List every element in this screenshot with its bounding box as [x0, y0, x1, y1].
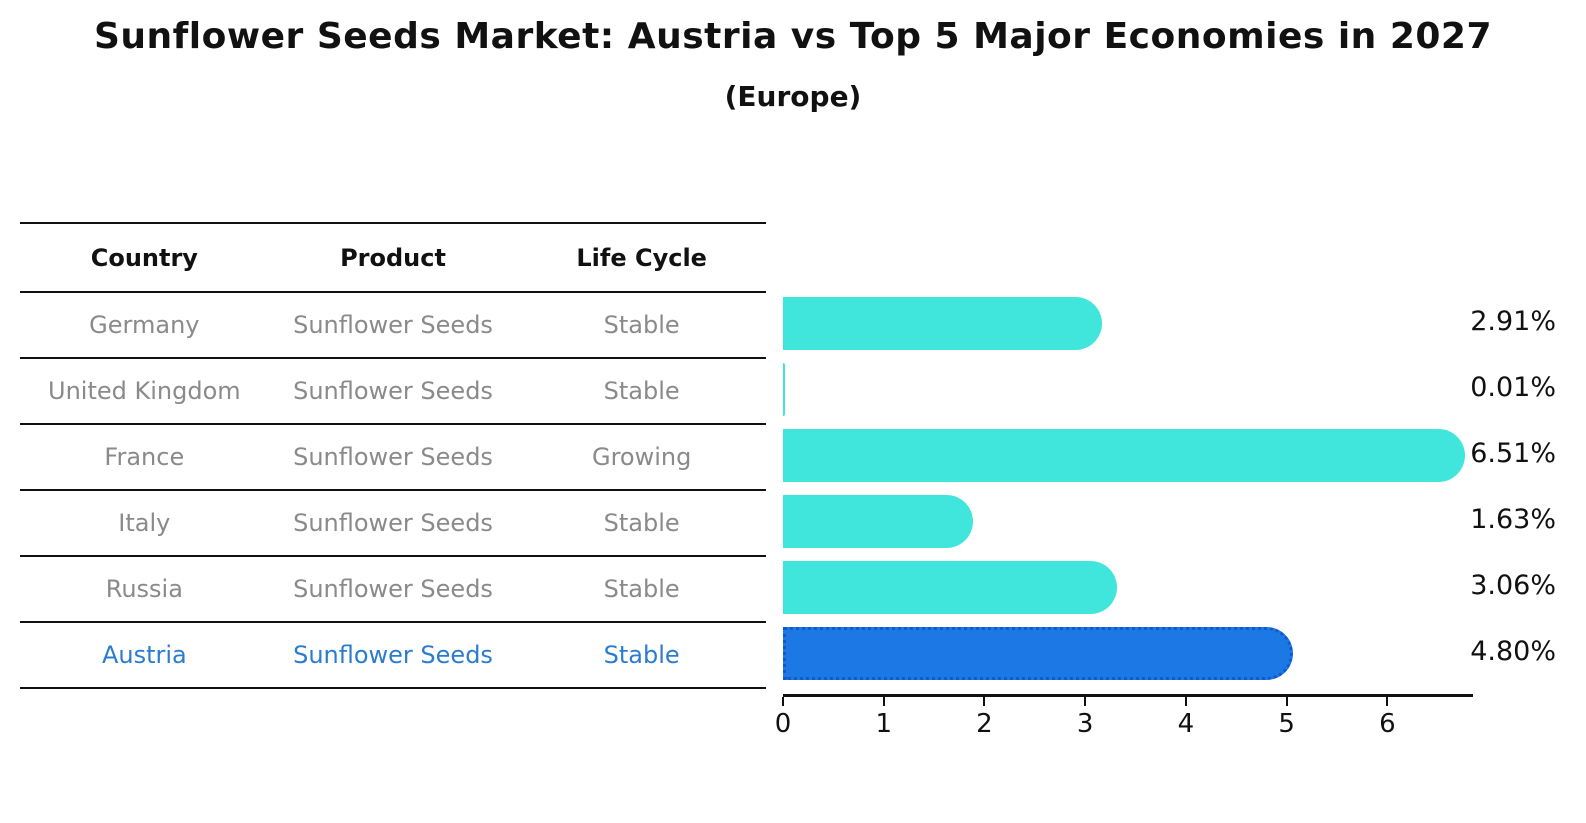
x-tick	[1084, 697, 1087, 706]
x-tick	[882, 697, 885, 706]
bar-united-kingdom	[783, 362, 785, 416]
cell-country: United Kingdom	[48, 377, 241, 405]
table-row: Germany Sunflower Seeds Stable	[20, 293, 766, 359]
cell-life-cycle: Stable	[603, 641, 680, 669]
table-row: Austria Sunflower Seeds Stable	[20, 623, 766, 689]
bar-value-label: 2.91%	[1470, 306, 1556, 337]
x-tick	[1184, 697, 1187, 706]
cell-country: Austria	[101, 641, 187, 669]
cell-product: Sunflower Seeds	[293, 575, 493, 603]
bar-value-label: 1.63%	[1470, 504, 1556, 535]
bar-italy	[783, 494, 974, 548]
table-row: Italy Sunflower Seeds Stable	[20, 491, 766, 557]
bar-chart: 0 1 2 3 4 5 6	[775, 289, 1543, 749]
cell-country: Italy	[118, 509, 171, 537]
table-header-row: Country Product Life Cycle	[20, 224, 766, 293]
cell-country: Germany	[89, 311, 200, 339]
cell-life-cycle: Stable	[603, 311, 680, 339]
x-tick	[1285, 697, 1288, 706]
table-body: Germany Sunflower Seeds Stable United Ki…	[20, 293, 766, 689]
cell-product: Sunflower Seeds	[293, 377, 493, 405]
bar-france	[783, 428, 1465, 482]
column-header-product: Product	[340, 243, 446, 272]
x-tick-label: 6	[1379, 709, 1396, 739]
x-tick-label: 1	[875, 709, 892, 739]
cell-life-cycle: Stable	[603, 509, 680, 537]
cell-life-cycle: Stable	[603, 575, 680, 603]
x-tick	[1386, 697, 1389, 706]
x-tick	[983, 697, 986, 706]
country-table: Country Product Life Cycle Germany Sunfl…	[20, 222, 766, 689]
x-tick-label: 2	[976, 709, 993, 739]
bar-value-label: 4.80%	[1470, 636, 1556, 667]
cell-product: Sunflower Seeds	[293, 443, 493, 471]
bar-germany	[783, 296, 1103, 350]
x-axis-line	[783, 694, 1473, 697]
chart-subtitle: (Europe)	[724, 80, 862, 113]
x-tick	[782, 697, 784, 706]
table-row: United Kingdom Sunflower Seeds Stable	[20, 359, 766, 425]
table-row: Russia Sunflower Seeds Stable	[20, 557, 766, 623]
x-tick-label: 0	[774, 709, 792, 739]
bar-value-label: 0.01%	[1470, 372, 1556, 403]
chart-title: Sunflower Seeds Market: Austria vs Top 5…	[93, 16, 1493, 57]
cell-product: Sunflower Seeds	[293, 509, 493, 537]
cell-product: Sunflower Seeds	[293, 641, 493, 669]
bar-value-label: 6.51%	[1470, 438, 1556, 469]
column-header-lifecycle: Life Cycle	[576, 243, 707, 272]
bar-value-label: 3.06%	[1470, 570, 1556, 601]
x-tick-label: 5	[1278, 709, 1295, 739]
column-header-country: Country	[90, 243, 198, 272]
cell-life-cycle: Stable	[603, 377, 680, 405]
bar-russia	[783, 560, 1118, 614]
bar-austria	[783, 626, 1293, 680]
table-row: France Sunflower Seeds Growing	[20, 425, 766, 491]
cell-country: Russia	[105, 575, 183, 603]
cell-product: Sunflower Seeds	[293, 311, 493, 339]
cell-life-cycle: Growing	[591, 443, 692, 471]
cell-country: France	[104, 443, 185, 471]
x-tick-label: 4	[1177, 709, 1195, 739]
x-tick-label: 3	[1076, 709, 1094, 739]
